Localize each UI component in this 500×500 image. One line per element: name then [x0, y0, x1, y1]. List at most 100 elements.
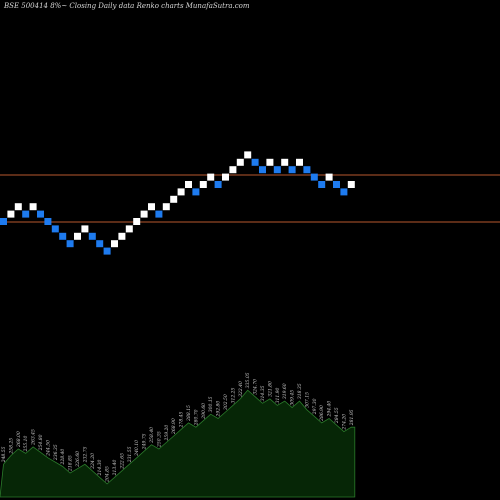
volume-label: 222.65: [119, 453, 125, 470]
renko-brick: [177, 188, 185, 196]
volume-label: 204.85: [105, 466, 111, 483]
renko-brick: [281, 158, 289, 166]
volume-label: 274.20: [341, 414, 347, 431]
renko-brick: [310, 173, 318, 181]
volume-label: 292.80: [216, 401, 222, 418]
volume-label: 248.55: [1, 446, 7, 463]
volume-label: 309.45: [290, 390, 296, 406]
volume-label: 254.80: [38, 434, 44, 451]
volume-label: 302.50: [223, 394, 229, 410]
renko-brick: [29, 203, 37, 211]
renko-brick: [14, 203, 22, 211]
renko-brick: [133, 218, 141, 225]
volume-label: 218.85: [68, 455, 74, 472]
volume-label: 307.15: [304, 392, 310, 408]
renko-brick: [259, 166, 266, 174]
renko-bricks: [0, 151, 355, 255]
renko-brick: [148, 203, 155, 211]
renko-brick: [81, 225, 89, 233]
renko-brick: [59, 232, 67, 240]
renko-brick: [251, 158, 259, 166]
renko-brick: [103, 247, 111, 255]
renko-brick: [318, 181, 326, 188]
volume-label: 322.40: [238, 381, 244, 397]
volume-label: 321.80: [267, 381, 273, 397]
volume-label: 314.35: [260, 385, 266, 401]
volume-label: 290.60: [201, 403, 207, 420]
renko-brick: [266, 158, 274, 166]
renko-brick: [236, 158, 244, 166]
volume-label: 335.05: [245, 372, 251, 388]
renko-brick: [0, 218, 7, 225]
volume-label: 214.30: [97, 460, 103, 477]
renko-brick: [214, 181, 222, 188]
volume-label: 263.45: [31, 429, 37, 446]
renko-brick: [325, 173, 333, 181]
renko-brick: [118, 232, 126, 240]
volume-label: 319.60: [282, 383, 288, 399]
renko-brick: [22, 210, 30, 218]
volume-label: 240.10: [134, 440, 140, 457]
volume-label: 231.55: [127, 446, 133, 463]
volume-label: 259.20: [164, 425, 170, 442]
volume-label: 244.50: [45, 440, 51, 457]
volume-label: 228.40: [60, 449, 66, 466]
renko-brick: [296, 158, 303, 166]
renko-brick: [96, 240, 104, 248]
volume-label: 258.40: [149, 427, 155, 444]
renko-brick: [111, 240, 118, 248]
chart-title: BSE 500414 8%~ Closing Daily data Renko …: [3, 2, 250, 10]
renko-brick: [199, 181, 207, 188]
volume-label: 268.90: [171, 418, 177, 435]
volume-label: 236.35: [53, 444, 59, 461]
renko-brick: [44, 218, 52, 225]
renko-brick: [192, 188, 200, 196]
volume-label: 226.60: [75, 451, 81, 468]
renko-brick: [303, 166, 311, 174]
renko-brick: [155, 210, 163, 218]
volume-area-path: [0, 389, 356, 498]
volume-label: 213.40: [112, 460, 118, 477]
volume-label: 300.15: [208, 396, 214, 412]
volume-label: 318.35: [297, 383, 303, 399]
renko-brick: [37, 210, 44, 218]
volume-label: 249.75: [142, 433, 148, 450]
volume-label: 294.40: [327, 401, 333, 418]
renko-brick: [88, 232, 96, 240]
volume-label: 281.95: [349, 409, 355, 426]
renko-brick: [74, 232, 81, 240]
volume-label: 255.10: [23, 436, 29, 453]
volume-label: 284.55: [334, 407, 340, 424]
renko-brick: [347, 181, 355, 188]
renko-brick: [288, 166, 296, 174]
volume-label: 311.90: [275, 388, 281, 404]
renko-brick: [162, 203, 170, 211]
volume-label: 232.75: [82, 446, 88, 463]
renko-brick: [340, 188, 348, 196]
renko-brick: [140, 210, 148, 218]
renko-brick: [229, 166, 237, 174]
volume-label: 286.90: [319, 405, 325, 422]
renko-brick: [125, 225, 133, 233]
volume-area: [0, 389, 356, 498]
volume-label: 324.70: [253, 379, 259, 395]
volume-label: 297.30: [312, 398, 318, 415]
renko-brick: [333, 181, 340, 188]
volume-label: 268.00: [16, 431, 22, 448]
renko-brick: [207, 173, 215, 181]
volume-label: 250.35: [156, 431, 162, 448]
renko-brick: [185, 181, 192, 188]
volume-label: 224.20: [90, 453, 96, 470]
renko-brick: [244, 151, 252, 159]
renko-brick: [170, 195, 178, 203]
renko-brick: [7, 210, 15, 218]
renko-brick: [51, 225, 59, 233]
volume-label: 258.25: [8, 438, 14, 455]
volume-label: 288.15: [186, 405, 192, 422]
renko-brick: [66, 240, 74, 248]
renko-brick: [222, 173, 229, 181]
volume-label: 280.70: [193, 409, 199, 426]
volume-label: 278.45: [179, 412, 185, 429]
